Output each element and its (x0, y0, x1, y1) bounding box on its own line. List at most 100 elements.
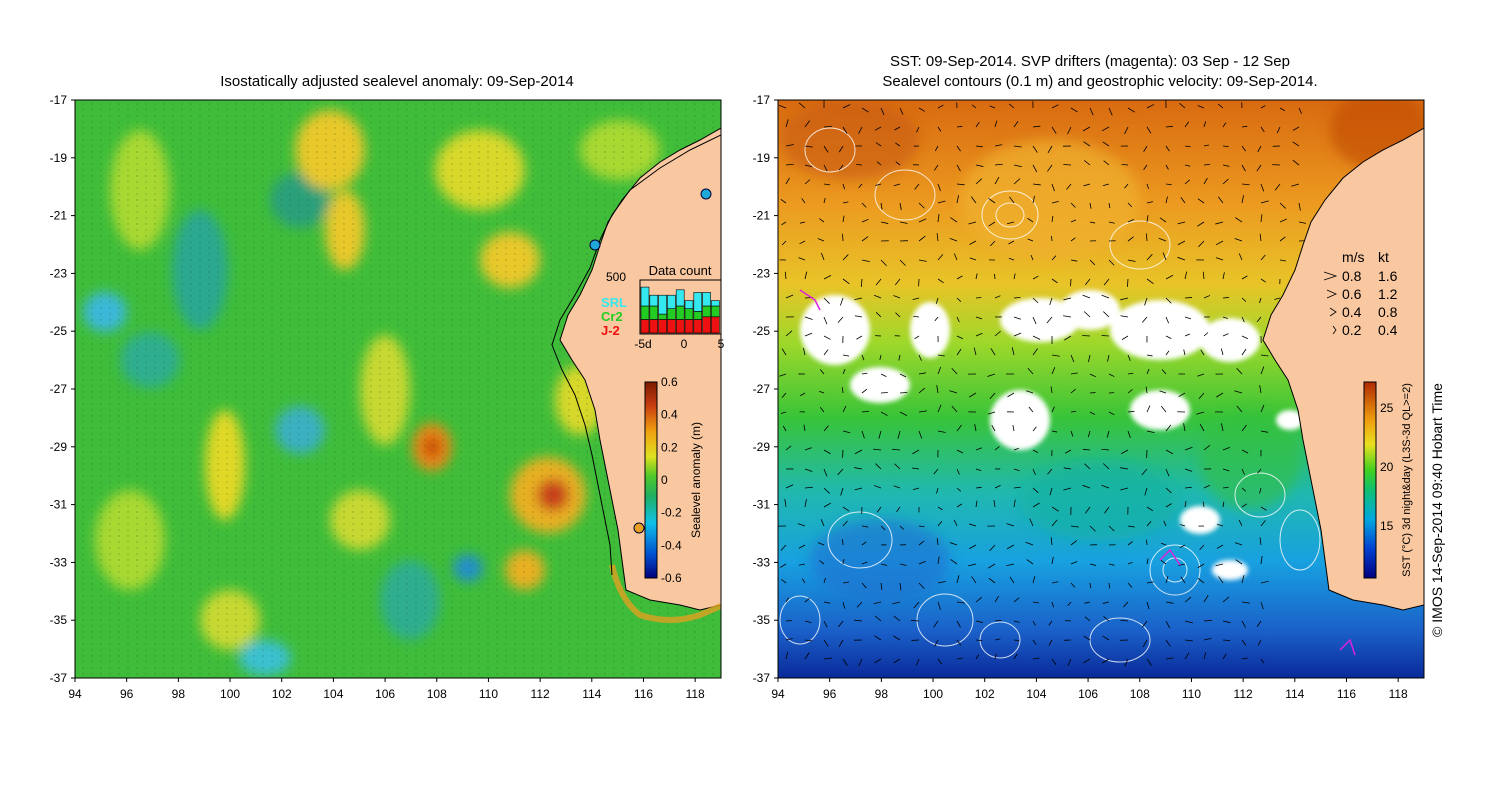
y-tick-label: -17 (753, 93, 771, 107)
sst-colorbar-tick: 20 (1380, 460, 1394, 474)
y-tick-label: -37 (50, 671, 68, 685)
data-count-bar-j2 (650, 320, 658, 334)
velocity-legend-header-kt: kt (1378, 249, 1389, 265)
y-tick-label: -29 (753, 440, 771, 454)
x-tick-label: 98 (875, 687, 889, 701)
data-count-title: Data count (649, 263, 712, 278)
y-tick-label: -33 (50, 555, 68, 569)
data-count-bar-cr2 (711, 306, 719, 317)
sla-colorbar-tick: 0.6 (661, 375, 678, 389)
velocity-arrow (911, 620, 919, 621)
sla-colorbar-label: Sealevel anomaly (m) (689, 422, 703, 538)
right-map-title-line2: Sealevel contours (0.1 m) and geostrophi… (882, 73, 1317, 90)
velocity-legend-ms: 0.2 (1342, 322, 1362, 338)
left-map-tide-gauge (590, 240, 600, 250)
data-count-bar-j2 (676, 320, 684, 334)
y-tick-label: -25 (753, 324, 771, 338)
x-tick-label: 118 (1389, 687, 1408, 701)
x-tick-label: 98 (172, 687, 186, 701)
velocity-arrow (1063, 164, 1071, 165)
x-tick-label: 104 (1026, 687, 1046, 701)
sst-colorbar-gradient (1364, 382, 1376, 578)
y-tick-label: -27 (753, 382, 771, 396)
data-count-bar-cr2 (659, 314, 667, 319)
data-count-bar-srl (694, 293, 702, 312)
data-count-bar-cr2 (676, 306, 684, 320)
data-count-bar-j2 (667, 320, 675, 334)
x-tick-label: 118 (686, 687, 705, 701)
y-tick-label: -33 (753, 555, 771, 569)
y-tick-label: -29 (50, 440, 68, 454)
data-count-bar-j2 (685, 320, 693, 334)
y-tick-label: -35 (50, 613, 68, 627)
sla-colorbar-tick: -0.6 (661, 571, 682, 585)
x-tick-label: 106 (375, 687, 395, 701)
data-count-bar-srl (676, 290, 684, 306)
data-count-bar-srl (650, 295, 658, 306)
left-map-tide-gauge (701, 189, 711, 199)
velocity-legend-header-ms: m/s (1342, 249, 1365, 265)
x-tick-label: 94 (68, 687, 82, 701)
velocity-arrow (1127, 279, 1128, 287)
sla-colorbar-gradient (645, 382, 657, 578)
left-map-tide-gauge (634, 523, 644, 533)
sst-colorbar-tick: 25 (1380, 401, 1394, 415)
x-tick-label: 112 (1234, 687, 1253, 701)
data-count-bar-srl (685, 301, 693, 309)
y-tick-label: -31 (50, 498, 68, 512)
left-map-plot (75, 100, 721, 678)
sla-colorbar-tick: 0.4 (661, 408, 678, 422)
x-tick-label: 116 (1337, 687, 1356, 701)
sst-colorbar-label: SST (°C) 3d night&day (L3S-3d QL>=2) (1401, 383, 1413, 577)
data-count-x-tick: -5d (634, 337, 651, 351)
y-tick-label: -23 (50, 266, 68, 280)
data-count-bar-cr2 (667, 309, 675, 320)
right-map-y-axis: -17-19-21-23-25-27-29-31-33-35-37 (753, 93, 778, 685)
y-tick-label: -37 (753, 671, 771, 685)
data-count-bar-j2 (711, 317, 719, 333)
left-map-y-axis: -17-19-21-23-25-27-29-31-33-35-37 (50, 93, 75, 685)
velocity-legend-kt: 0.8 (1378, 304, 1398, 320)
data-count-bar-j2 (703, 317, 711, 333)
y-tick-label: -19 (50, 151, 68, 165)
x-tick-label: 104 (323, 687, 343, 701)
data-count-y-label: 500 (606, 270, 626, 284)
right-map-plot (778, 90, 1430, 678)
y-tick-label: -27 (50, 382, 68, 396)
x-tick-label: 94 (771, 687, 785, 701)
data-count-bar-srl (641, 287, 649, 306)
velocity-arrow (1014, 640, 1019, 641)
data-count-bar-srl (659, 295, 667, 314)
x-tick-label: 96 (120, 687, 134, 701)
velocity-arrow (1146, 540, 1147, 545)
data-count-bar-cr2 (641, 306, 649, 320)
data-count-legend-label: Cr2 (601, 309, 623, 324)
x-tick-label: 96 (823, 687, 837, 701)
velocity-arrow (1185, 297, 1192, 298)
x-tick-label: 102 (975, 687, 995, 701)
velocity-arrow (995, 620, 1001, 621)
velocity-legend-ms: 0.6 (1342, 286, 1362, 302)
data-count-x-tick: 5 (718, 337, 725, 351)
data-count-bar-cr2 (703, 306, 711, 317)
y-tick-label: -25 (50, 324, 68, 338)
x-tick-label: 102 (272, 687, 292, 701)
sla-colorbar-tick: -0.4 (661, 538, 682, 552)
velocity-legend-kt: 1.2 (1378, 286, 1398, 302)
y-tick-label: -17 (50, 93, 68, 107)
sla-colorbar-tick: 0.2 (661, 440, 678, 454)
imos-credit: © IMOS 14-Sep-2014 09:40 Hobart Time (1429, 383, 1445, 637)
velocity-arrow (1014, 297, 1020, 298)
y-tick-label: -31 (753, 498, 771, 512)
velocity-legend-ms: 0.4 (1342, 304, 1362, 320)
sst-colorbar-tick: 15 (1380, 519, 1394, 533)
velocity-arrow (1223, 297, 1229, 298)
x-tick-label: 114 (1285, 687, 1304, 701)
sla-colorbar-tick: -0.2 (661, 506, 682, 520)
x-tick-label: 110 (1182, 687, 1201, 701)
y-tick-label: -19 (753, 151, 771, 165)
data-count-bar-srl (703, 293, 711, 307)
